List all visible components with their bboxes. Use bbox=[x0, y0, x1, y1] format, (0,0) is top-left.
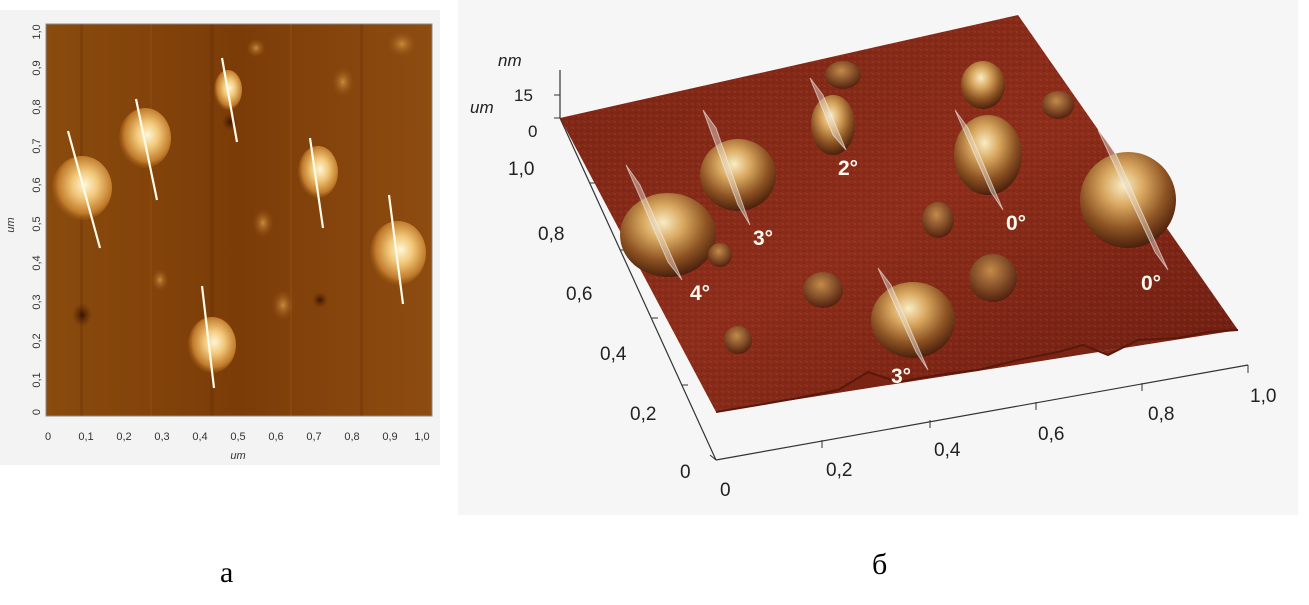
svg-text:1,0: 1,0 bbox=[31, 24, 43, 39]
svg-text:0,2: 0,2 bbox=[31, 333, 43, 348]
svg-text:1,0: 1,0 bbox=[1250, 386, 1276, 407]
svg-text:0,7: 0,7 bbox=[306, 431, 321, 443]
svg-text:0,2: 0,2 bbox=[826, 460, 852, 481]
svg-text:0,5: 0,5 bbox=[31, 216, 43, 231]
svg-text:0,6: 0,6 bbox=[566, 284, 592, 305]
svg-text:0,6: 0,6 bbox=[1038, 424, 1064, 445]
svg-text:0,3: 0,3 bbox=[154, 431, 169, 443]
particles-3d bbox=[620, 61, 1176, 358]
y-axis-label: um bbox=[5, 217, 17, 232]
svg-text:1,0: 1,0 bbox=[508, 159, 534, 180]
z-tick: 15 bbox=[514, 86, 533, 105]
svg-text:0,4: 0,4 bbox=[31, 255, 43, 270]
profile-line bbox=[200, 285, 216, 389]
profile-line bbox=[220, 57, 239, 143]
svg-text:0,4: 0,4 bbox=[192, 431, 207, 443]
svg-text:0: 0 bbox=[45, 431, 51, 443]
cross-section-planes bbox=[625, 77, 1169, 371]
profile-line bbox=[134, 98, 159, 201]
caption-a: а bbox=[220, 556, 234, 589]
z-unit-label: nm bbox=[498, 51, 522, 70]
tick-marks bbox=[554, 94, 1249, 461]
svg-text:0: 0 bbox=[31, 409, 43, 415]
svg-text:0,6: 0,6 bbox=[31, 177, 43, 192]
svg-text:0,2: 0,2 bbox=[116, 431, 131, 443]
angle-label: 0° bbox=[1006, 212, 1026, 235]
surface-edge bbox=[715, 329, 1239, 413]
svg-text:0,1: 0,1 bbox=[78, 431, 93, 443]
profile-line bbox=[66, 130, 102, 249]
angle-label: 3° bbox=[891, 365, 911, 388]
y-unit-label: um bbox=[470, 98, 494, 117]
svg-text:0,3: 0,3 bbox=[31, 294, 43, 309]
svg-text:0,6: 0,6 bbox=[268, 431, 283, 443]
profile-line bbox=[387, 194, 405, 305]
svg-text:0,2: 0,2 bbox=[630, 404, 656, 425]
y-tick-labels-3d: 1,0 0,8 0,6 0,4 0,2 0 bbox=[508, 159, 691, 483]
profile-lines bbox=[66, 57, 405, 389]
svg-text:0,8: 0,8 bbox=[344, 431, 359, 443]
z-tick: 0 bbox=[528, 122, 537, 141]
scan-streaks bbox=[80, 24, 363, 416]
angle-label: 3° bbox=[753, 227, 773, 250]
axes-3d bbox=[559, 70, 1249, 461]
small-features bbox=[72, 30, 418, 327]
x-axis-label: um bbox=[230, 450, 245, 462]
svg-text:0,5: 0,5 bbox=[230, 431, 245, 443]
x-tick-labels: 0 0,1 0,2 0,3 0,4 0,5 0,6 0,7 0,8 0,9 1,… bbox=[45, 431, 430, 443]
svg-text:0,8: 0,8 bbox=[1148, 404, 1174, 425]
angle-label: 0° bbox=[1141, 272, 1161, 295]
svg-text:0: 0 bbox=[720, 480, 731, 501]
svg-text:0,8: 0,8 bbox=[538, 224, 564, 245]
svg-text:0,4: 0,4 bbox=[934, 440, 961, 461]
svg-text:0,9: 0,9 bbox=[31, 60, 43, 75]
svg-text:1,0: 1,0 bbox=[414, 431, 429, 443]
svg-text:0,1: 0,1 bbox=[31, 372, 43, 387]
angle-labels: 2° 3° 0° 4° 0° 3° bbox=[690, 157, 1161, 388]
svg-text:0,7: 0,7 bbox=[31, 138, 43, 153]
svg-text:0,4: 0,4 bbox=[600, 344, 627, 365]
afm-3d-panel: 2° 3° 0° 4° 0° 3° nm 15 um 0 1,0 0,8 0,6… bbox=[458, 0, 1298, 515]
svg-text:0,8: 0,8 bbox=[31, 99, 43, 114]
y-tick-labels: 0 0,1 0,2 0,3 0,4 0,5 0,6 0,7 0,8 0,9 1,… bbox=[31, 24, 43, 415]
angle-label: 4° bbox=[690, 282, 710, 305]
svg-text:0,9: 0,9 bbox=[382, 431, 397, 443]
svg-text:0: 0 bbox=[680, 462, 691, 483]
angle-label: 2° bbox=[838, 157, 858, 180]
afm-2d-image: 0 0,1 0,2 0,3 0,4 0,5 0,6 0,7 0,8 0,9 1,… bbox=[5, 23, 433, 462]
afm-3d-image: 2° 3° 0° 4° 0° 3° nm 15 um 0 1,0 0,8 0,6… bbox=[470, 15, 1276, 501]
x-tick-labels-3d: 0 0,2 0,4 0,6 0,8 1,0 bbox=[720, 386, 1276, 501]
afm-2d-panel: 0 0,1 0,2 0,3 0,4 0,5 0,6 0,7 0,8 0,9 1,… bbox=[0, 10, 440, 465]
caption-b: б bbox=[872, 548, 888, 581]
profile-line bbox=[308, 137, 325, 229]
